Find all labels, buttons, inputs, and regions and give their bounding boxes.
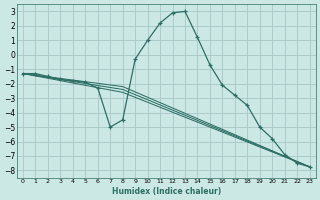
X-axis label: Humidex (Indice chaleur): Humidex (Indice chaleur) — [112, 187, 221, 196]
